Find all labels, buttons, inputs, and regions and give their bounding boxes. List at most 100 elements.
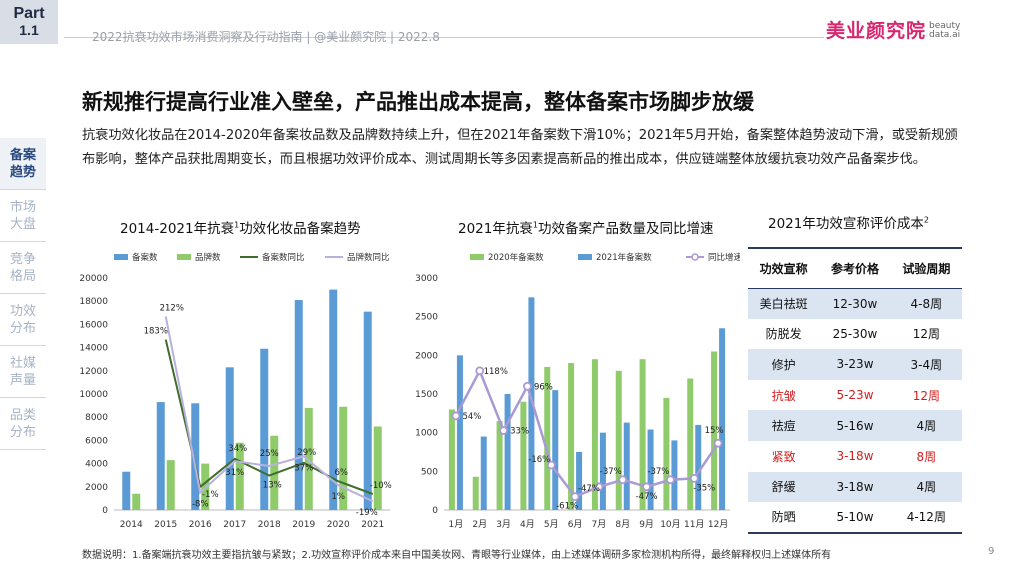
bar bbox=[687, 378, 694, 510]
data-label: 15% bbox=[705, 426, 724, 436]
bar bbox=[671, 440, 678, 510]
chart1-filing-trend: 备案数 品牌数 备案数同比 品牌数同比 0 2000 4000 6000 8000 10000 12… bbox=[79, 252, 391, 530]
data-point bbox=[713, 438, 723, 448]
x-tick-label: 9月 bbox=[639, 519, 654, 530]
data-point bbox=[523, 381, 532, 391]
bar bbox=[695, 424, 702, 510]
data-label: -61% bbox=[556, 502, 578, 512]
y-tick-label: 6000 bbox=[85, 436, 108, 446]
legend-label: 2021年备案数 bbox=[596, 252, 652, 263]
sidebar-item-efficacy[interactable]: 功效分布 bbox=[0, 294, 46, 346]
bar bbox=[639, 359, 646, 510]
bar bbox=[166, 460, 175, 510]
x-tick-label: 6月 bbox=[568, 519, 583, 530]
bar bbox=[235, 442, 244, 510]
x-tick-label: 4月 bbox=[520, 519, 535, 530]
table-row: 紧致 3-18w 8周 bbox=[771, 449, 937, 464]
bar bbox=[576, 452, 583, 510]
legend-swatch bbox=[470, 254, 484, 260]
bar bbox=[568, 363, 575, 510]
bar bbox=[122, 471, 131, 510]
bar bbox=[456, 355, 463, 510]
y-tick-label: 2000 bbox=[415, 351, 438, 361]
bar bbox=[591, 359, 598, 510]
x-tick-label: 2019 bbox=[292, 520, 315, 530]
bar bbox=[647, 429, 654, 510]
legend-label: 品牌数同比 bbox=[347, 252, 390, 263]
data-point bbox=[689, 473, 699, 483]
y-tick-label: 0 bbox=[432, 506, 438, 516]
data-label: 34% bbox=[228, 444, 247, 454]
data-point bbox=[546, 460, 556, 470]
data-label: 118% bbox=[484, 367, 508, 377]
data-label: -19% bbox=[356, 508, 378, 518]
data-point bbox=[475, 366, 485, 376]
data-label: 33% bbox=[510, 427, 529, 437]
bar bbox=[373, 426, 382, 510]
brand-logo: 美业颜究院 beauty data.ai bbox=[826, 16, 960, 43]
cost-table: 功效宣称 参考价格 试验周期 美白祛斑 12-30w 4-8周 防脱发 25-30w 1… bbox=[748, 247, 962, 534]
data-label: -16% bbox=[528, 455, 550, 465]
data-label: -8% bbox=[192, 499, 209, 509]
bar bbox=[156, 402, 165, 510]
data-label: -1% bbox=[202, 490, 219, 500]
cost-table-header: 功效宣称 参考价格 试验周期 bbox=[748, 247, 962, 289]
sidebar-item-category[interactable]: 品类分布 bbox=[0, 398, 46, 450]
brand-name: 美业颜究院 bbox=[826, 20, 927, 42]
data-label: 29% bbox=[297, 448, 316, 458]
x-tick-label: 2014 bbox=[120, 520, 143, 530]
part-badge: Part 1.1 bbox=[0, 0, 58, 44]
bar bbox=[294, 300, 303, 510]
x-tick-label: 10月 bbox=[660, 519, 680, 530]
bar bbox=[472, 476, 479, 510]
y-tick-label: 500 bbox=[421, 467, 438, 477]
header-divider bbox=[64, 37, 824, 38]
series-line bbox=[164, 316, 374, 503]
cost-table-title: 2021年功效宣称评价成本2 bbox=[768, 215, 929, 233]
data-label: 1% bbox=[332, 492, 346, 502]
header-period: 试验周期 bbox=[890, 247, 962, 289]
legend-label: 2020年备案数 bbox=[488, 252, 544, 263]
data-label: 6% bbox=[335, 468, 349, 478]
y-tick-label: 8000 bbox=[85, 413, 108, 423]
chart2-title: 2021年抗衰1功效备案产品数量及同比增速 bbox=[458, 220, 714, 238]
bar bbox=[363, 311, 372, 510]
legend-swatch bbox=[177, 254, 191, 260]
data-label: 96% bbox=[534, 382, 553, 392]
data-label: 31% bbox=[225, 468, 244, 478]
x-tick-label: 12月 bbox=[708, 519, 728, 530]
part-number: 1.1 bbox=[19, 22, 39, 38]
data-label: 183% bbox=[144, 327, 168, 337]
x-tick-label: 2月 bbox=[472, 519, 487, 530]
data-point bbox=[570, 492, 580, 502]
summary-paragraph: 抗衰功效化妆品在2014-2020年备案妆品数及品牌数持续上升，但在2021年备… bbox=[82, 128, 958, 167]
data-point bbox=[666, 475, 675, 485]
table-row: 祛痘 5-16w 4周 bbox=[748, 410, 962, 441]
legend-swatch bbox=[114, 254, 128, 260]
data-footnote: 数据说明：1.备案端抗衰功效主要指抗皱与紧致；2.功效宣称评价成本来自中国美妆网… bbox=[82, 550, 832, 561]
sidebar-item-filing-trend[interactable]: 备案趋势 bbox=[0, 138, 46, 190]
y-tick-label: 2000 bbox=[85, 483, 108, 493]
chart2-monthly-filings: 2020年备案数 2021年备案数 同比增速 0 500 1000 1500 2000 2500… bbox=[415, 252, 740, 530]
sidebar-item-social[interactable]: 社媒声量 bbox=[0, 346, 46, 398]
header-price: 参考价格 bbox=[819, 247, 891, 289]
table-row: 舒缓 3-18w 4周 bbox=[748, 471, 962, 503]
bar bbox=[304, 407, 313, 510]
x-tick-label: 2020 bbox=[327, 520, 350, 530]
y-tick-label: 12000 bbox=[79, 367, 108, 377]
sidebar-item-competition[interactable]: 竞争格局 bbox=[0, 242, 46, 294]
y-tick-label: 3000 bbox=[415, 274, 438, 284]
legend-swatch bbox=[578, 254, 592, 260]
x-tick-label: 2018 bbox=[258, 520, 281, 530]
data-point bbox=[594, 482, 604, 492]
bar bbox=[623, 422, 630, 510]
x-tick-label: 2016 bbox=[189, 520, 212, 530]
x-tick-label: 8月 bbox=[615, 519, 630, 530]
legend-marker bbox=[691, 253, 699, 261]
data-label: -37% bbox=[600, 467, 622, 477]
sidebar-item-market-overview[interactable]: 市场大盘 bbox=[0, 190, 46, 242]
x-tick-label: 2021 bbox=[361, 520, 384, 530]
y-tick-label: 2500 bbox=[415, 313, 438, 323]
bar bbox=[480, 436, 487, 510]
legend-label: 备案数同比 bbox=[262, 252, 305, 263]
